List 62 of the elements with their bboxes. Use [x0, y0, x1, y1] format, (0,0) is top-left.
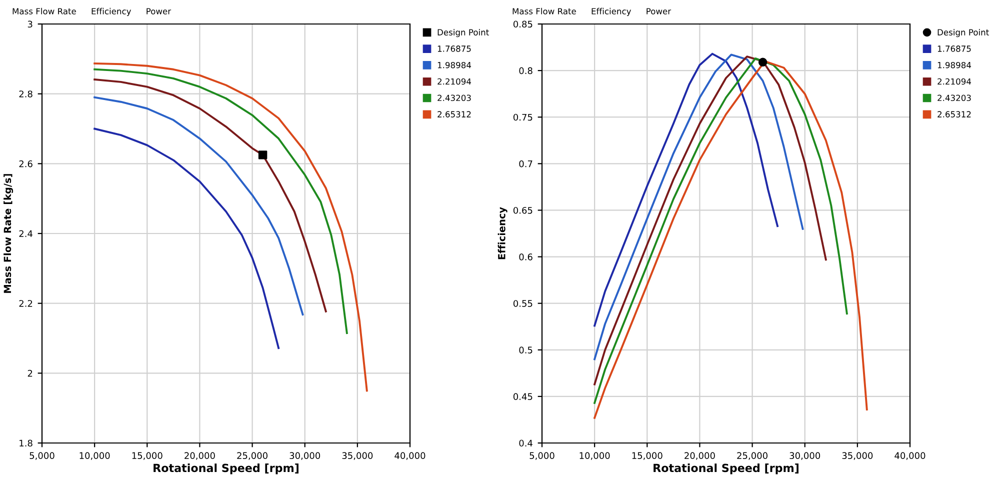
x-tick-label: 30,000	[790, 452, 820, 460]
legend-label: 2.21094	[938, 78, 972, 85]
line-series	[594, 52, 778, 327]
x-tick-label: 5,000	[30, 452, 54, 460]
y-tick-label: 0.4	[519, 440, 532, 447]
y-tick-label: 0.75	[513, 114, 532, 121]
x-tick-label: 35,000	[342, 452, 373, 460]
x-tick-label: 20,000	[684, 452, 715, 460]
line-series	[94, 62, 368, 392]
x-tick-label: 15,000	[632, 452, 662, 460]
y-tick-label: 2.8	[19, 90, 32, 98]
y-tick-label: 2	[28, 370, 32, 377]
legend-label: 1.76875	[438, 46, 471, 52]
x-tick-label: 15,000	[132, 452, 162, 460]
y-tick-label: 0.85	[513, 20, 532, 28]
x-tick-label: 40,000	[394, 452, 426, 460]
line-series	[594, 54, 804, 360]
line-series	[94, 68, 348, 334]
x-tick-label: 10,000	[80, 452, 110, 460]
legend-label: Design Point	[938, 29, 989, 38]
y-tick-label: 2.4	[19, 230, 32, 237]
legend-label: 1.98984	[438, 62, 472, 68]
legend-label: 2.43203	[938, 94, 971, 102]
text: Mass Flow Rate	[512, 8, 576, 14]
y-tick-label: 3	[28, 20, 32, 28]
text: Efficiency	[592, 8, 632, 16]
legend-label: 2.65312	[438, 111, 471, 118]
y-axis-title: Efficiency	[498, 207, 508, 260]
legend-label: 1.98984	[938, 62, 972, 68]
legend-label: 2.65312	[938, 111, 971, 118]
text: Mass Flow Rate	[12, 8, 76, 14]
line-series	[94, 96, 304, 316]
x-axis-title: Rotational Speed [rpm]	[154, 464, 298, 474]
text: Power	[146, 8, 172, 14]
legend-label: 1.76875	[938, 46, 971, 52]
y-tick-label: 2.6	[19, 160, 32, 168]
text: Efficiency	[92, 8, 132, 16]
x-tick-label: 10,000	[580, 452, 610, 460]
x-tick-label: 40,000	[894, 452, 926, 460]
line-series	[94, 78, 327, 312]
y-tick-label: 0.6	[519, 254, 532, 260]
legend-label: 2.43203	[438, 94, 471, 102]
y-tick-label: 0.8	[519, 67, 532, 74]
x-tick-label: 5,000	[530, 452, 554, 460]
legend-label: Design Point	[438, 29, 489, 38]
y-tick-label: 0.65	[513, 206, 532, 214]
x-tick-label: 20,000	[184, 452, 215, 460]
x-tick-label: 30,000	[290, 452, 320, 460]
text: Power	[646, 8, 672, 14]
y-tick-label: 0.5	[519, 346, 532, 354]
y-tick-label: 0.45	[513, 393, 532, 400]
x-tick-label: 35,000	[842, 452, 873, 460]
x-tick-label: 25,000	[737, 452, 768, 460]
y-tick-label: 0.55	[513, 300, 532, 307]
y-tick-label: 2.2	[19, 300, 32, 307]
legend-label: 2.21094	[438, 78, 472, 85]
y-tick-label: 0.7	[519, 160, 532, 168]
y-axis-title: Mass Flow Rate [kg/s]	[4, 174, 14, 293]
x-axis-title: Rotational Speed [rpm]	[654, 464, 798, 474]
line-series	[94, 128, 280, 349]
x-tick-label: 25,000	[237, 452, 268, 460]
y-tick-label: 1.8	[20, 440, 32, 447]
